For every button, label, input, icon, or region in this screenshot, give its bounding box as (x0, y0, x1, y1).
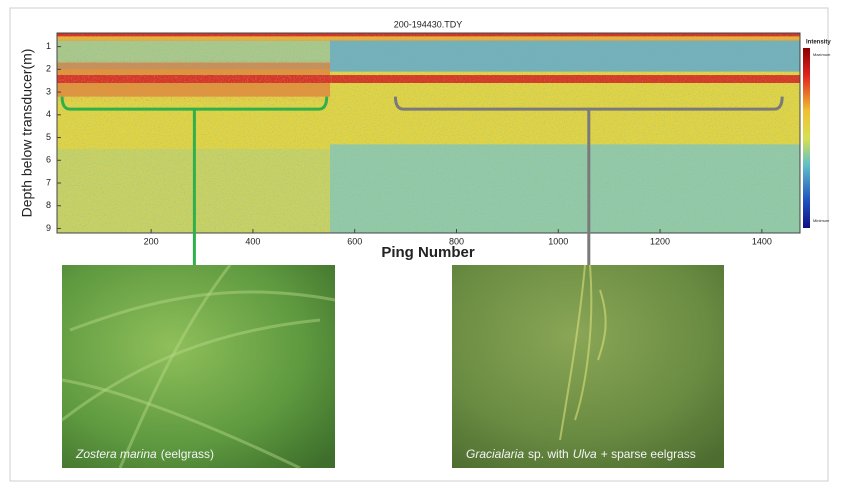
caption-part: Gracialaria (466, 447, 524, 461)
colorbar-max: Maximum (813, 52, 831, 57)
echo-noise (57, 60, 332, 101)
y-tick-label: 7 (46, 177, 51, 187)
photo-caption: Gracialaria sp. with Ulva + sparse eelgrass (466, 447, 696, 461)
y-tick-label: 5 (46, 132, 51, 142)
y-tick-label: 8 (46, 200, 51, 210)
caption-part: (eelgrass) (161, 447, 214, 461)
chart-title: 200-194430.TDY (394, 19, 463, 29)
caption-part: Zostera marina (75, 447, 157, 461)
y-tick-label: 6 (46, 155, 51, 165)
y-tick-label: 3 (46, 86, 51, 96)
y-tick-label: 2 (46, 64, 51, 74)
x-tick-label: 1000 (548, 236, 568, 246)
y-tick-label: 9 (46, 223, 51, 233)
x-tick-label: 600 (347, 236, 362, 246)
colorbar-label: Intensity (806, 40, 831, 46)
figure: 200-194430.TDY Ping Number Depth below t… (0, 0, 842, 489)
echogram-image (57, 24, 800, 251)
colorbar-min: Minimum (813, 218, 830, 223)
y-tick-label: 1 (46, 41, 51, 51)
caption-part: sp. with (528, 447, 569, 461)
caption-part: + sparse eelgrass (601, 447, 696, 461)
x-tick-label: 800 (449, 236, 464, 246)
x-tick-label: 1400 (752, 236, 772, 246)
photo-caption: Zostera marina (eelgrass) (75, 447, 214, 461)
x-tick-label: 1200 (650, 236, 670, 246)
photo-right (452, 265, 724, 468)
photo-left (62, 265, 335, 468)
x-tick-label: 200 (144, 236, 159, 246)
y-axis-label: Depth below transducer(m) (19, 49, 35, 218)
caption-part: Ulva (573, 447, 597, 461)
x-axis-label: Ping Number (381, 244, 475, 261)
y-tick-label: 4 (46, 109, 51, 119)
colorbar (803, 48, 810, 228)
x-tick-label: 400 (245, 236, 260, 246)
